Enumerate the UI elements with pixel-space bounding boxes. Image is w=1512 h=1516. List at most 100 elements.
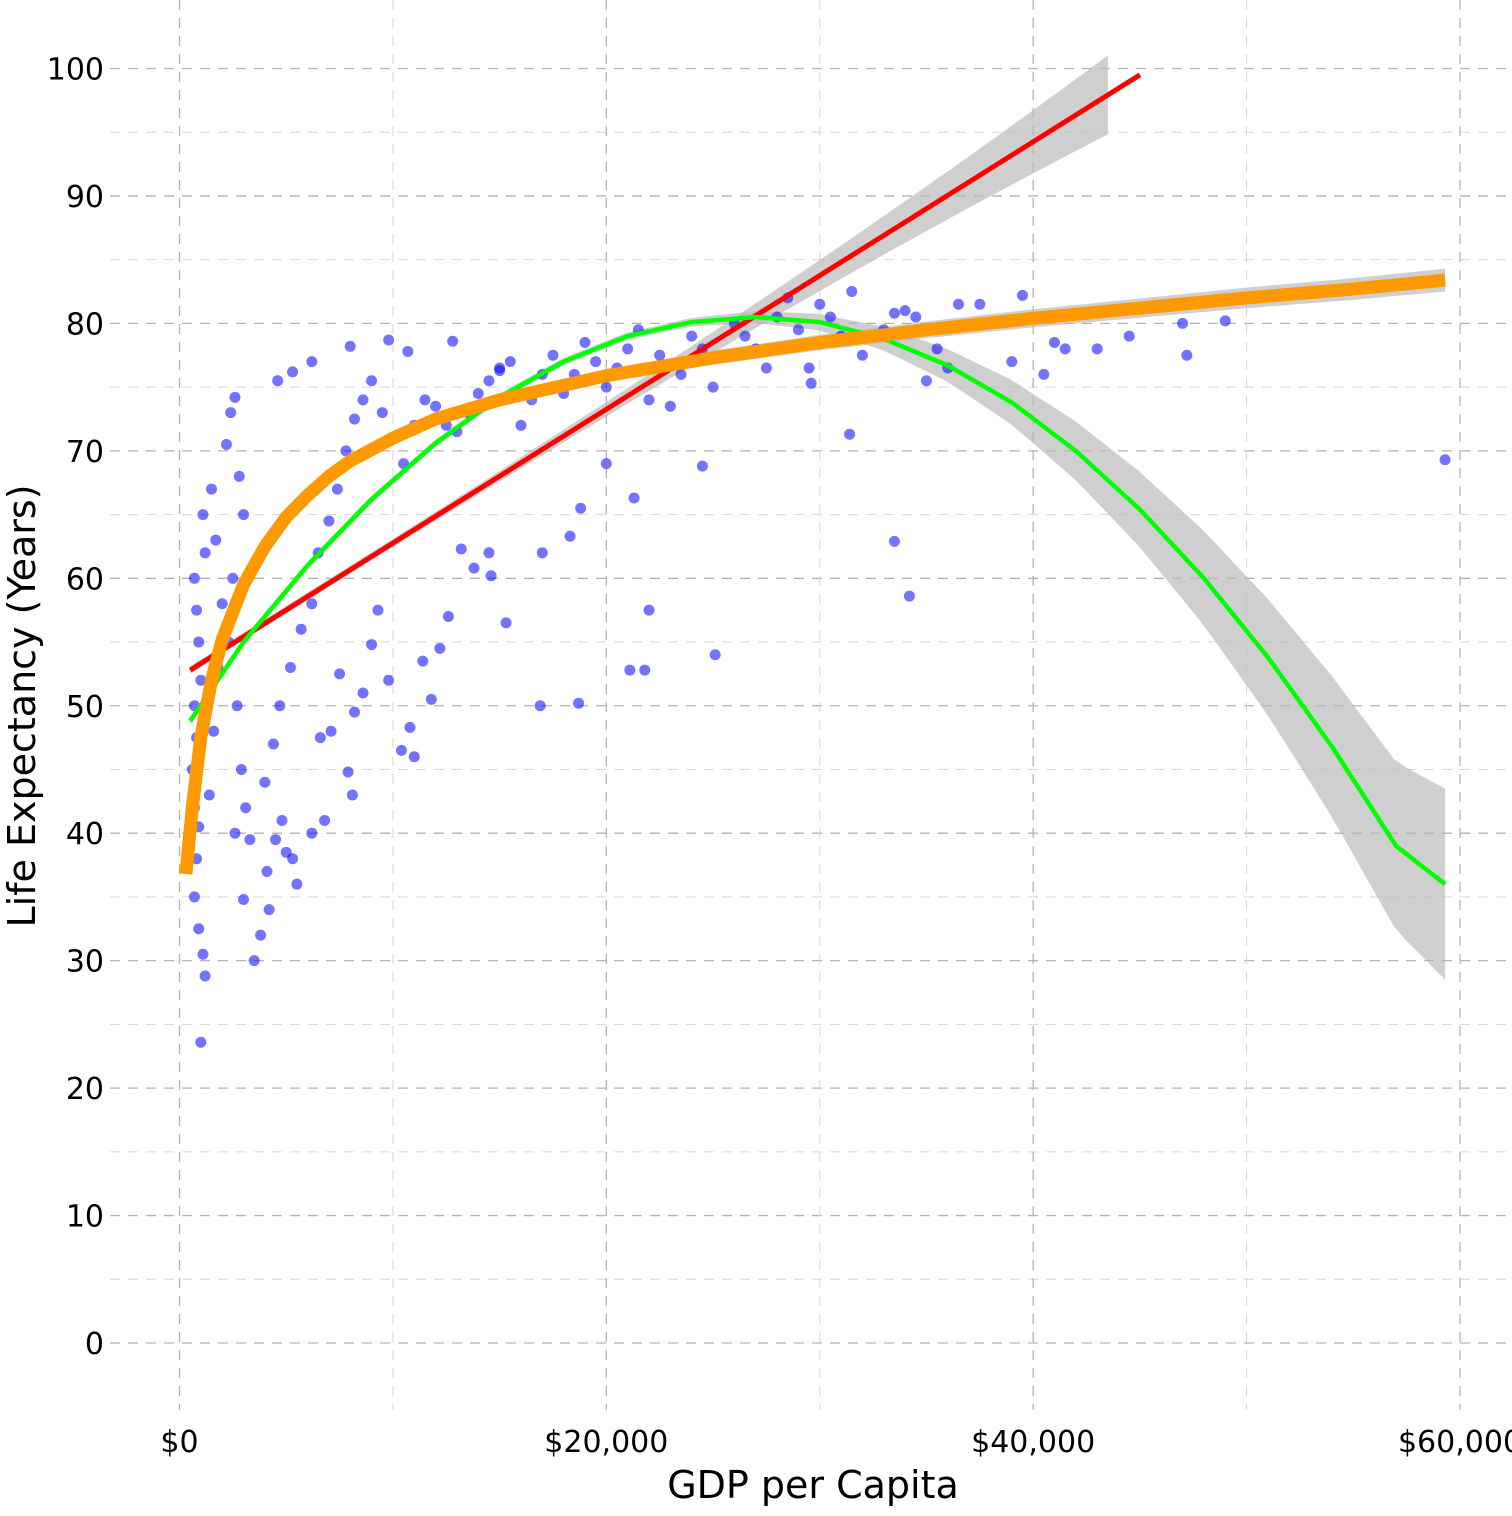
data-point bbox=[408, 751, 420, 763]
data-point bbox=[468, 562, 480, 574]
data-point bbox=[500, 617, 512, 629]
y-tick-label: 70 bbox=[66, 435, 104, 470]
data-point bbox=[504, 356, 516, 368]
data-point bbox=[208, 725, 220, 737]
data-point bbox=[227, 572, 239, 584]
data-point bbox=[485, 570, 497, 582]
data-point bbox=[643, 394, 655, 406]
data-point bbox=[419, 394, 431, 406]
data-point bbox=[206, 483, 218, 495]
data-point bbox=[472, 387, 484, 399]
data-point bbox=[547, 349, 559, 361]
data-point bbox=[805, 377, 817, 389]
data-point bbox=[349, 706, 361, 718]
data-point bbox=[366, 639, 378, 651]
data-point bbox=[846, 286, 858, 298]
data-point bbox=[331, 483, 343, 495]
data-point bbox=[306, 356, 318, 368]
data-point bbox=[628, 492, 640, 504]
linear-fit-line bbox=[188, 72, 1142, 673]
data-point bbox=[238, 893, 250, 905]
data-point bbox=[366, 375, 378, 387]
data-point bbox=[284, 662, 296, 674]
data-point bbox=[349, 413, 361, 425]
data-point bbox=[244, 834, 256, 846]
data-point bbox=[210, 534, 222, 546]
data-point bbox=[319, 814, 331, 826]
y-axis-title: Life Expectancy (Years) bbox=[0, 484, 44, 927]
data-point bbox=[287, 366, 299, 378]
data-point bbox=[342, 766, 354, 778]
data-point bbox=[792, 324, 804, 336]
x-tick-label: $0 bbox=[160, 1425, 198, 1460]
data-point bbox=[261, 865, 273, 877]
data-point bbox=[483, 547, 495, 559]
data-point bbox=[276, 814, 288, 826]
data-point bbox=[910, 311, 922, 323]
data-point bbox=[903, 590, 915, 602]
data-point bbox=[707, 381, 719, 393]
quadratic-fit-line bbox=[188, 314, 1447, 886]
data-point bbox=[376, 407, 388, 419]
data-point bbox=[229, 391, 241, 403]
data-point bbox=[534, 700, 546, 712]
data-point bbox=[430, 400, 442, 412]
data-point bbox=[287, 853, 299, 865]
y-tick-label: 50 bbox=[66, 690, 104, 725]
y-tick-label: 80 bbox=[66, 307, 104, 342]
data-point bbox=[306, 598, 318, 610]
y-tick-label: 10 bbox=[66, 1200, 104, 1235]
data-point bbox=[455, 543, 467, 555]
data-point bbox=[739, 330, 751, 342]
data-point bbox=[248, 955, 260, 967]
data-point bbox=[193, 636, 205, 648]
data-point bbox=[334, 668, 346, 680]
data-point bbox=[404, 721, 416, 733]
data-point bbox=[1439, 454, 1451, 466]
y-tick-label: 60 bbox=[66, 562, 104, 597]
data-point bbox=[643, 604, 655, 616]
data-point bbox=[199, 970, 211, 982]
data-point bbox=[255, 929, 267, 941]
data-point bbox=[575, 502, 587, 514]
data-point bbox=[1123, 330, 1135, 342]
data-point bbox=[225, 407, 237, 419]
data-point bbox=[814, 298, 826, 310]
data-point bbox=[931, 343, 943, 355]
data-point bbox=[1181, 349, 1193, 361]
data-point bbox=[417, 655, 429, 667]
data-point bbox=[686, 330, 698, 342]
quadratic-fit-confidence-band bbox=[190, 311, 1446, 980]
data-point bbox=[664, 400, 676, 412]
data-point bbox=[291, 878, 303, 890]
data-point bbox=[195, 674, 207, 686]
data-point bbox=[402, 345, 414, 357]
confidence-bands bbox=[190, 55, 1446, 980]
data-point bbox=[233, 470, 245, 482]
x-tick-label: $40,000 bbox=[971, 1425, 1095, 1460]
data-point bbox=[447, 335, 459, 347]
data-point bbox=[888, 535, 900, 547]
x-tick-label: $20,000 bbox=[544, 1425, 668, 1460]
data-point bbox=[974, 298, 986, 310]
fit-lines bbox=[179, 72, 1447, 886]
data-point bbox=[920, 375, 932, 387]
data-point bbox=[654, 349, 666, 361]
data-point bbox=[203, 789, 215, 801]
data-point bbox=[270, 834, 282, 846]
y-tick-label: 100 bbox=[47, 53, 104, 88]
data-point bbox=[357, 687, 369, 699]
data-point bbox=[383, 334, 395, 346]
data-point bbox=[803, 362, 815, 374]
y-tick-label: 20 bbox=[66, 1072, 104, 1107]
data-point bbox=[272, 375, 284, 387]
data-point bbox=[197, 509, 209, 521]
data-point bbox=[709, 649, 721, 661]
data-point bbox=[622, 343, 634, 355]
data-point bbox=[624, 664, 636, 676]
data-point bbox=[442, 611, 454, 623]
data-point bbox=[1219, 315, 1231, 327]
data-point bbox=[1059, 343, 1071, 355]
data-point bbox=[199, 547, 211, 559]
